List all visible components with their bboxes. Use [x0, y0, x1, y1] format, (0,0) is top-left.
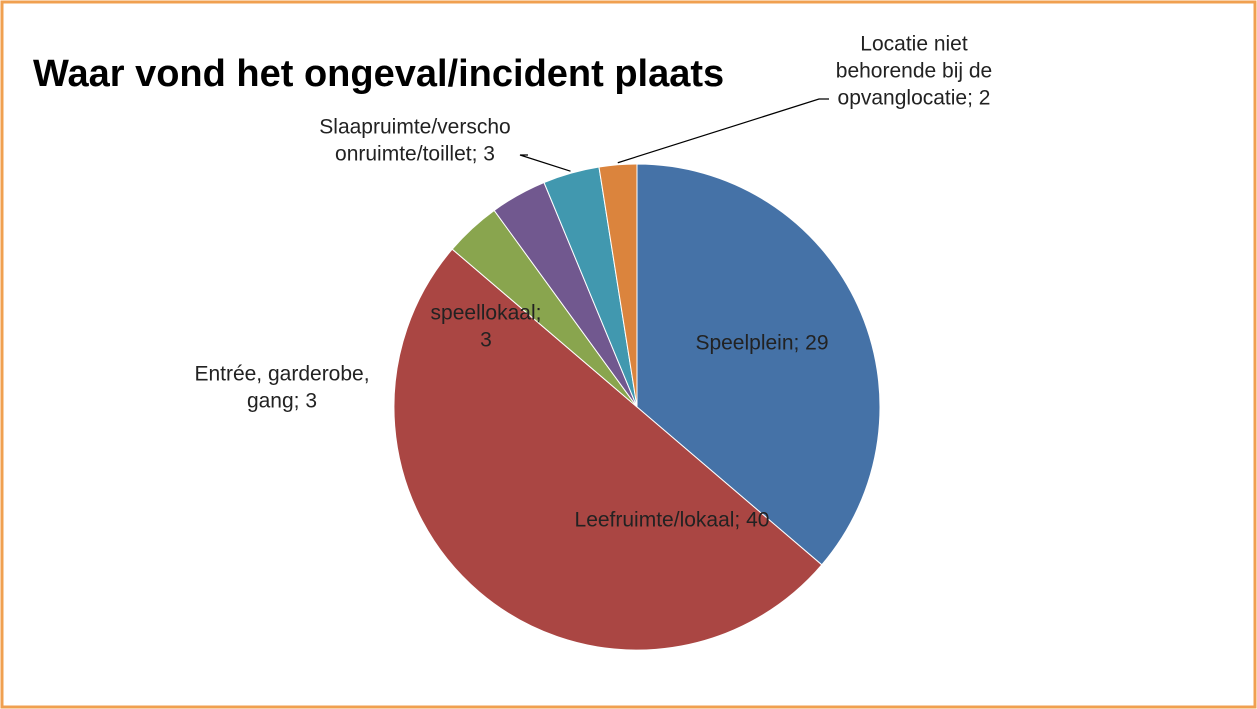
- data-label: gang; 3: [247, 390, 317, 413]
- data-label: 3: [480, 329, 492, 352]
- leader-line: [617, 98, 829, 164]
- data-label: Leefruimte/lokaal; 40: [575, 509, 770, 532]
- pie-slice: [393, 248, 823, 651]
- data-label: behorende bij de: [836, 60, 992, 83]
- data-label: Speelplein; 29: [695, 332, 828, 355]
- data-label: speellokaal;: [431, 302, 542, 325]
- leader-line: [519, 154, 571, 172]
- pie-slice: [636, 163, 881, 566]
- data-label: Entrée, garderobe,: [194, 363, 369, 386]
- data-label: Locatie niet: [860, 33, 968, 56]
- pie-slice: [598, 163, 638, 408]
- chart-title: Waar vond het ongeval/incident plaats: [33, 53, 724, 95]
- data-label: onruimte/toillet; 3: [335, 143, 495, 166]
- data-label: opvanglocatie; 2: [838, 87, 991, 110]
- data-label: Slaapruimte/verscho: [319, 116, 510, 139]
